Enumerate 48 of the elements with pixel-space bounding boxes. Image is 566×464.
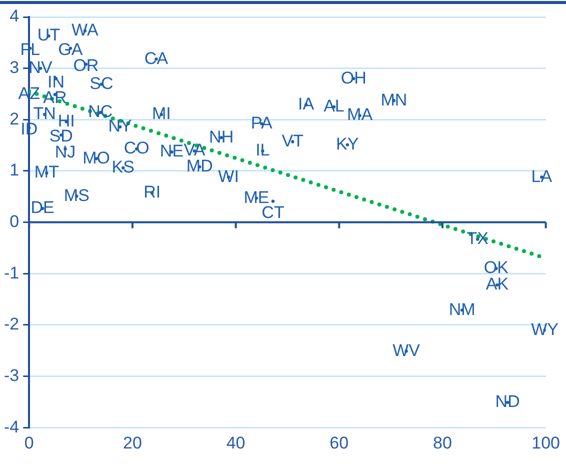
y-tick-label: 2 xyxy=(10,109,20,128)
data-label: MO xyxy=(82,148,110,168)
x-tick-label: 80 xyxy=(433,433,452,452)
data-label: LA xyxy=(531,166,553,186)
data-label: RI xyxy=(144,182,161,202)
data-label: OK xyxy=(484,258,510,278)
data-label: ND xyxy=(495,392,520,412)
data-label: WV xyxy=(392,340,421,360)
x-tick-label: 100 xyxy=(532,433,560,452)
data-label: PA xyxy=(250,113,273,132)
y-tick-label: 4 xyxy=(10,6,20,26)
data-label: CA xyxy=(144,48,169,68)
y-tick-label: -1 xyxy=(4,263,20,282)
data-label: MT xyxy=(34,162,59,182)
data-label: WA xyxy=(72,20,99,40)
x-tick-label: 40 xyxy=(226,433,246,452)
data-label: VT xyxy=(282,131,304,150)
data-label: MN xyxy=(380,90,408,110)
x-tick-label: 0 xyxy=(24,433,34,452)
y-tick-label: 0 xyxy=(10,212,20,231)
data-label: MA xyxy=(347,105,374,124)
data-label: DE xyxy=(30,198,54,218)
data-label: NY xyxy=(108,116,132,136)
x-tick-label: 60 xyxy=(330,433,349,452)
data-label: NH xyxy=(209,127,234,146)
y-tick-label: 3 xyxy=(10,58,20,78)
data-label: OH xyxy=(340,68,366,88)
data-label: WI xyxy=(218,166,239,186)
data-label: AL xyxy=(324,96,344,116)
data-label: KY xyxy=(336,134,359,154)
data-label: TN xyxy=(33,104,56,124)
x-tick-label: 20 xyxy=(122,433,142,452)
data-label: NE xyxy=(160,142,184,161)
y-tick-label: -3 xyxy=(4,366,20,385)
data-label: TX xyxy=(466,228,488,248)
data-label: UT xyxy=(37,26,60,45)
data-label: CO xyxy=(124,138,150,158)
data-label: WY xyxy=(531,320,558,339)
data-label: MS xyxy=(64,186,90,205)
data-label: SC xyxy=(90,74,114,93)
data-label: KS xyxy=(112,158,134,177)
y-tick-label: 1 xyxy=(10,160,20,180)
data-label: NM xyxy=(448,300,476,319)
y-tick-label: -2 xyxy=(4,314,20,334)
point xyxy=(271,200,275,203)
data-label: MI xyxy=(152,104,171,124)
y-tick-label: -4 xyxy=(4,417,20,436)
data-label: AK xyxy=(486,274,510,294)
